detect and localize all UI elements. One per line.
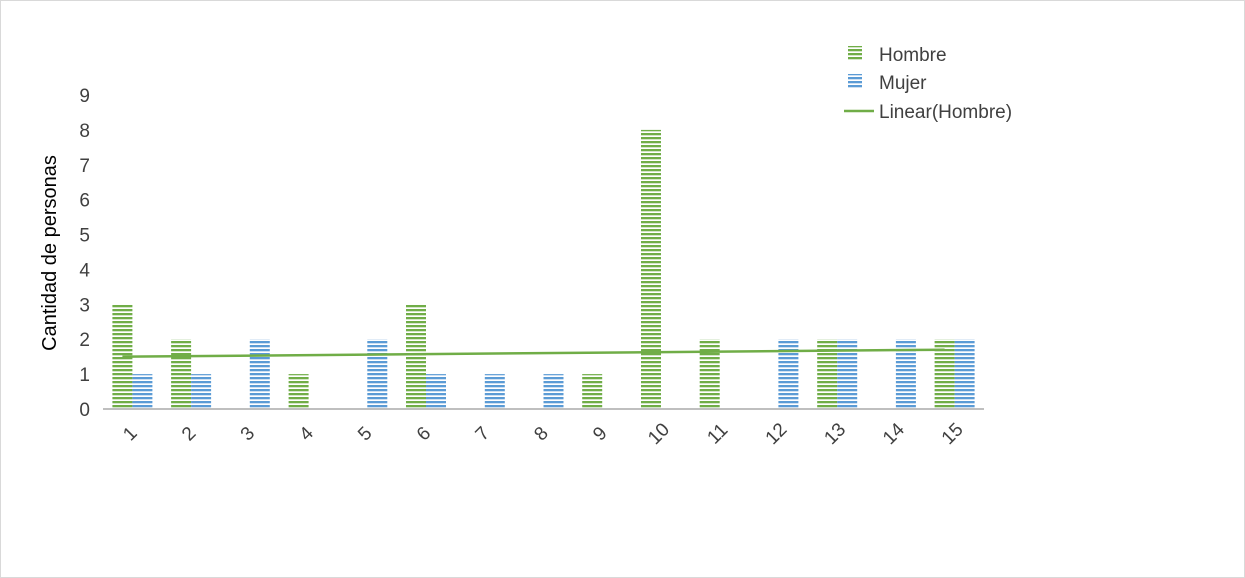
y-tick-label: 1 <box>79 365 90 386</box>
bar-mujer-12 <box>778 339 799 409</box>
x-tick-label: 13 <box>820 419 850 449</box>
x-tick-label: 3 <box>237 423 259 445</box>
bar-hombre-15 <box>934 339 955 409</box>
y-tick-label: 4 <box>79 260 90 281</box>
legend-swatch-hombre <box>848 46 862 60</box>
bar-hombre-11 <box>699 339 720 409</box>
x-tick-label: 7 <box>472 423 494 445</box>
legend-label-trendline: Linear(Hombre) <box>879 102 1012 123</box>
y-tick-label: 5 <box>79 226 90 247</box>
bar-hombre-13 <box>817 339 838 409</box>
x-tick-label: 10 <box>644 419 674 449</box>
bar-mujer-14 <box>895 339 916 409</box>
bar-hombre-2 <box>171 339 192 409</box>
legend-label-mujer: Mujer <box>879 73 927 94</box>
legend-item-mujer: Mujer <box>848 73 927 94</box>
y-tick-label: 2 <box>79 330 90 351</box>
y-tick-label: 0 <box>79 400 90 421</box>
y-tick-label: 9 <box>79 86 90 107</box>
x-tick-label: 11 <box>703 420 732 449</box>
bar-mujer-6 <box>426 374 446 409</box>
bar-hombre-10 <box>641 129 661 409</box>
bars <box>112 129 975 409</box>
y-tick-label: 6 <box>79 191 90 212</box>
legend-swatch-mujer <box>848 74 862 88</box>
bar-hombre-9 <box>582 374 603 409</box>
y-tick-label: 8 <box>79 121 90 142</box>
x-axis-ticks: 1 2 3 4 5 6 7 8 9 10 11 12 13 14 15 <box>119 419 967 449</box>
x-tick-label: 15 <box>938 419 968 449</box>
legend-item-hombre: Hombre <box>848 45 947 66</box>
trendline-hombre <box>122 348 945 358</box>
y-tick-label: 7 <box>79 156 90 177</box>
y-tick-label: 3 <box>79 295 90 316</box>
bar-mujer-13 <box>837 339 858 409</box>
x-tick-label: 8 <box>530 423 552 445</box>
bar-hombre-4 <box>288 374 309 409</box>
legend: Hombre Mujer Linear(Hombre) <box>844 45 1012 123</box>
bar-mujer-3 <box>249 339 270 409</box>
x-tick-label: 4 <box>296 423 319 446</box>
bar-mujer-5 <box>367 339 388 409</box>
x-tick-label: 5 <box>354 423 376 445</box>
legend-label-hombre: Hombre <box>879 45 947 66</box>
x-tick-label: 2 <box>178 423 200 445</box>
x-tick-label: 6 <box>413 423 435 445</box>
bar-mujer-2 <box>191 374 212 409</box>
x-tick-label: 14 <box>879 419 909 449</box>
bar-mujer-15 <box>954 339 975 409</box>
x-tick-label: 12 <box>762 419 792 449</box>
bar-mujer-8 <box>543 374 564 409</box>
x-tick-label: 1 <box>119 423 141 445</box>
legend-item-trendline: Linear(Hombre) <box>844 102 1012 123</box>
y-axis-label: Cantidad de personas <box>39 155 61 351</box>
y-axis-ticks: 0 1 2 3 4 5 6 7 8 9 <box>79 86 90 421</box>
bar-mujer-7 <box>484 374 505 409</box>
x-tick-label: 9 <box>589 423 611 445</box>
bar-mujer-1 <box>132 374 153 409</box>
bar-hombre-6 <box>406 304 426 409</box>
